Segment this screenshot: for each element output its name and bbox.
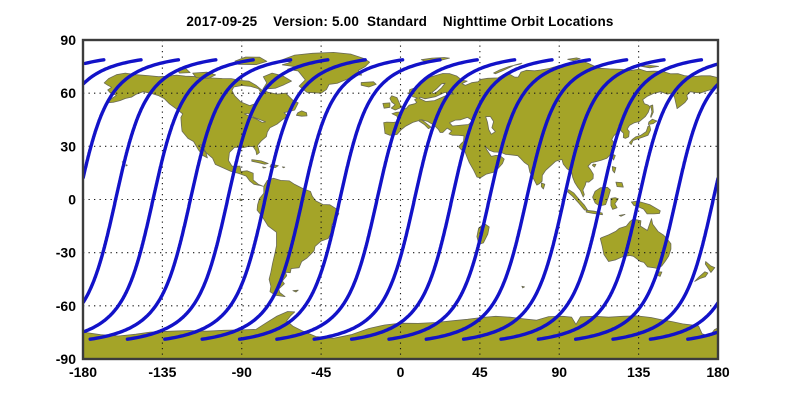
orbit-track [125,58,330,341]
y-tick-label: 60 [60,85,76,101]
orbit-track [88,58,293,341]
orbit-track [387,58,592,341]
plot-area [83,40,718,359]
y-tick-label: 0 [68,192,76,208]
orbit-track [611,176,718,341]
land-falkland-islands [292,289,299,293]
land-sri-lanka [540,182,546,190]
y-tick-label: -30 [56,245,76,261]
x-tick-label: -180 [69,364,97,380]
land-hawaii-big-island [125,164,128,167]
land-sakhalin [650,104,654,118]
orbit-track [312,58,517,341]
land-severnaya-zemlya [567,57,581,61]
land-puerto-rico [281,166,286,169]
orbit-track [349,58,554,341]
y-tick-label: 90 [60,32,76,48]
land-new-zealand-north [704,261,716,273]
orbit-track [237,58,442,341]
x-tick-label: 0 [397,364,405,380]
land-galapagos [239,198,243,202]
land-luzon-philippines [611,166,617,174]
land-new-siberian-islands [639,65,659,69]
orbit-track [83,58,218,304]
plot-title: 2017-09-25 Version: 5.00 Standard Nightt… [186,14,614,29]
land-kerguelen [521,285,525,289]
y-tick-label: -90 [56,351,76,367]
orbit-track [461,58,666,341]
land-new-zealand-south [694,271,709,282]
x-tick-label: -45 [311,364,331,380]
orbit-track [83,58,106,66]
land-iceland [360,81,377,88]
x-tick-label: 180 [706,364,730,380]
orbit-track [83,58,181,180]
land-mindanao-philippines [615,181,624,188]
orbit-track [200,58,405,341]
orbit-track [574,82,718,341]
land-ireland [382,102,391,109]
land-newfoundland [296,110,308,117]
plot-frame [81,38,720,361]
land-hainan [592,163,597,168]
orbit-track [648,301,718,341]
x-tick-label: 90 [551,364,567,380]
lake-caspian-sea [485,116,496,135]
land-antarctica [83,311,718,359]
x-tick-label: 135 [627,364,651,380]
x-tick-label: 45 [472,364,488,380]
orbit-track [83,58,255,334]
land-hokkaido [647,118,658,125]
orbit-track [424,58,629,341]
y-tick-label: 30 [60,138,76,154]
lake-gulf-of-bothnia [431,82,446,94]
land-south-america [256,177,340,297]
orbit-track [83,58,143,86]
y-tick-label: -60 [56,298,76,314]
land-honshu-japan [629,125,651,145]
orbit-track [163,58,367,341]
land-novaya-zemlya [493,62,523,75]
land-jamaica [262,166,267,169]
x-tick-label: -90 [232,364,252,380]
x-tick-label: -135 [148,364,176,380]
land-cuba [251,159,269,165]
orbit-track [275,58,479,341]
land-sulawesi [610,197,619,210]
land-great-britain [389,95,404,111]
orbit-track [499,58,704,341]
land-timor [618,214,626,217]
orbit-track [536,62,718,341]
orbit-track [686,330,718,341]
land-italy [418,119,432,129]
